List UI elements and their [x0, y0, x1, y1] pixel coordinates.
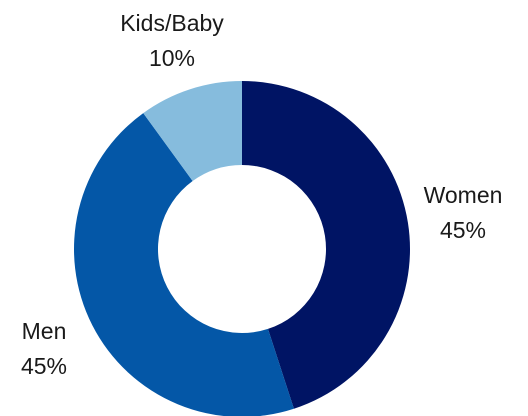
value-label-men: 45% — [21, 353, 67, 379]
slice-men — [74, 113, 294, 416]
category-label-kids-baby: Kids/Baby — [120, 10, 224, 36]
slice-women — [242, 81, 410, 409]
value-label-women: 45% — [440, 217, 486, 243]
value-label-kids-baby: 10% — [149, 45, 195, 71]
category-label-men: Men — [22, 318, 67, 344]
category-label-women: Women — [424, 182, 503, 208]
slice-kids-baby — [143, 81, 242, 182]
